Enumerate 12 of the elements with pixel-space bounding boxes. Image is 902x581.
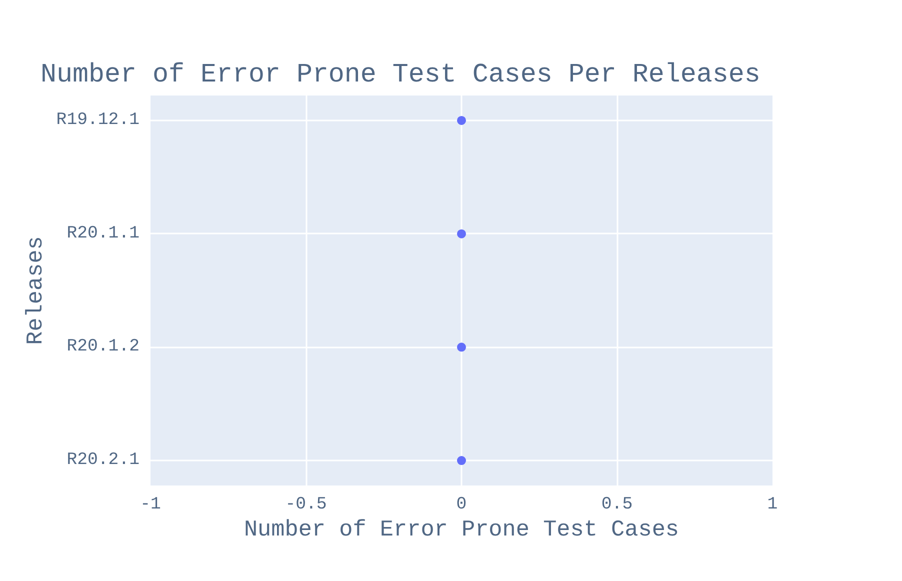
x-tick-label: 1 [767,496,778,514]
x-tick-label: 0 [456,496,467,514]
y-tick-label: R20.1.2 [66,338,140,357]
x-axis-title: Number of Error Prone Test Cases [244,516,680,542]
y-tick-label: R20.2.1 [66,451,140,470]
chart-title: Number of Error Prone Test Cases Per Releases [40,60,760,90]
x-tick-label: -1 [140,496,161,514]
y-axis-title: Releases [22,236,48,345]
x-tick-label: 0.5 [601,496,633,514]
y-tick-label: R19.12.1 [56,110,140,130]
x-tick-label: -0.5 [285,496,327,514]
y-tick-label: R20.1.1 [66,224,140,244]
